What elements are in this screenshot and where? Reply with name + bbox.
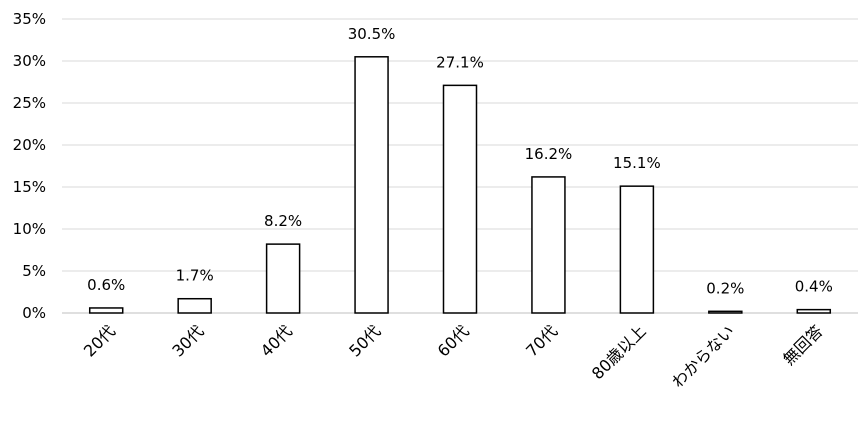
bar (442, 84, 478, 314)
data-label: 0.2% (706, 279, 744, 297)
category-label: わからない (668, 321, 738, 391)
data-label: 16.2% (525, 145, 573, 163)
bar (354, 56, 389, 314)
y-tick-label: 5% (22, 262, 46, 280)
category-label: 無回答 (779, 321, 826, 368)
data-label: 8.2% (264, 212, 302, 230)
category-label: 60代 (434, 321, 473, 360)
category-label: 40代 (257, 321, 296, 360)
data-labels: 0.6% 1.7% 8.2% 30.5% 27.1% 16.2% 15.1% 0.2% 0.4% (87, 25, 833, 298)
y-tick-label: 25% (13, 94, 46, 112)
data-label: 15.1% (613, 154, 661, 172)
category-label: 50代 (345, 321, 384, 360)
category-labels: 20代 30代 40代 50代 60代 70代 80歳以上 わからない 無回答 (80, 321, 827, 391)
bars (88, 56, 832, 314)
data-label: 30.5% (348, 25, 396, 43)
bar (177, 297, 212, 314)
y-tick-label: 15% (13, 178, 46, 196)
category-label: 70代 (522, 321, 561, 360)
bar (531, 176, 566, 314)
bar (88, 307, 124, 314)
bar (796, 308, 832, 314)
category-label: 80歳以上 (588, 321, 650, 383)
bar (708, 310, 743, 314)
y-axis-tick-labels: 0% 5% 10% 15% 20% 25% 30% 35% (13, 10, 46, 322)
bar (619, 185, 655, 314)
data-label: 1.7% (176, 267, 214, 285)
category-label: 30代 (168, 321, 207, 360)
data-label: 0.6% (87, 276, 125, 294)
y-tick-label: 10% (13, 220, 46, 238)
data-label: 27.1% (436, 53, 484, 71)
y-tick-label: 30% (13, 52, 46, 70)
y-tick-label: 35% (13, 10, 46, 28)
y-tick-label: 0% (22, 304, 46, 322)
data-label: 0.4% (795, 278, 833, 296)
bar (265, 243, 301, 314)
y-tick-label: 20% (13, 136, 46, 154)
category-label: 20代 (80, 321, 119, 360)
